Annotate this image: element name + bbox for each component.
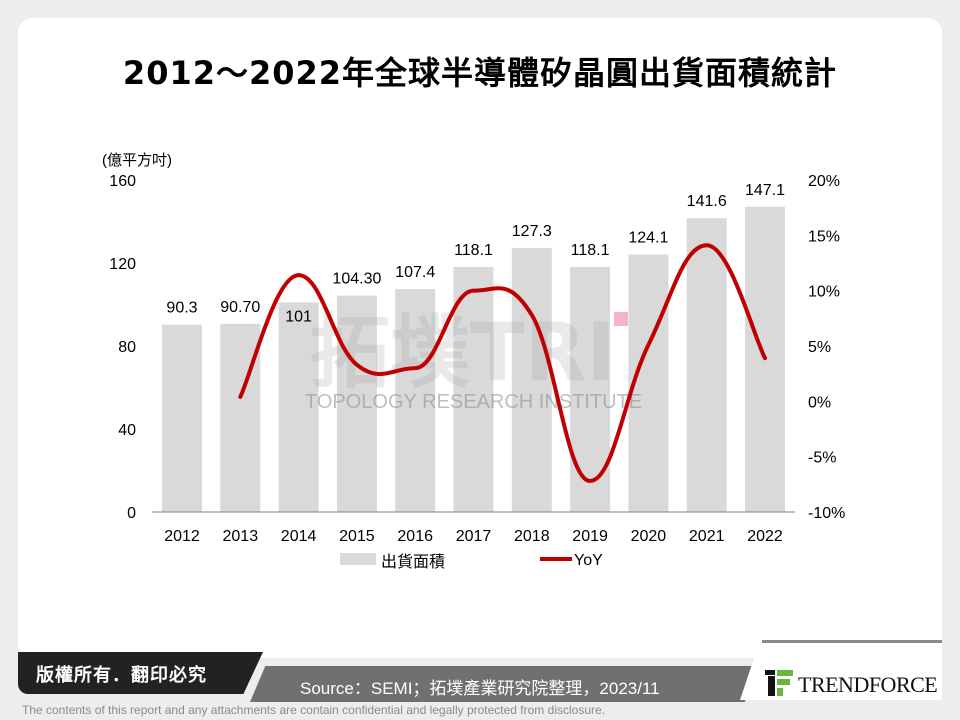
- legend-label-line: YoY: [574, 552, 603, 569]
- bar-2014: [278, 302, 319, 512]
- bar-2012: [162, 324, 202, 512]
- x-tick-2017: 2017: [456, 528, 492, 545]
- watermark: 拓墣TRI TOPOLOGY RESEARCH INSTITUTE: [305, 306, 642, 413]
- bar-label-2015: 104.30: [332, 271, 381, 288]
- bar-label-2022: 147.1: [745, 182, 785, 199]
- bar-label-2019: 118.1: [571, 242, 610, 259]
- source-banner: Source：SEMI；拓墣產業研究院整理，2023/11: [250, 666, 760, 702]
- right-y-tick--5%: -5%: [808, 450, 836, 467]
- disclaimer: The contents of this report and any atta…: [22, 703, 605, 717]
- yoy-line: [238, 243, 767, 484]
- legend-label-bar: 出貨面積: [381, 553, 445, 571]
- left-y-tick-120: 120: [109, 256, 136, 273]
- bar-2018: [511, 247, 552, 513]
- watermark-main: 拓墣TRI: [310, 306, 616, 399]
- right-y-tick--10%: -10%: [808, 505, 845, 522]
- x-tick-2021: 2021: [689, 528, 725, 545]
- left-axis-unit: (億平方吋): [102, 152, 172, 169]
- copyright-text: 版權所有．翻印必究: [36, 665, 207, 686]
- chart-title: 2012～2022年全球半導體矽晶圓出貨面積統計: [122, 54, 838, 92]
- x-tick-2016: 2016: [397, 528, 433, 545]
- bar-label-2014: 101: [285, 308, 312, 325]
- x-tick-2012: 2012: [164, 528, 200, 545]
- x-tick-2015: 2015: [339, 528, 375, 545]
- decorative-pink-square: [614, 312, 628, 326]
- bar-label-2018: 127.3: [512, 223, 552, 240]
- bar-label-2021: 141.6: [687, 193, 727, 210]
- bar-label-2013: 90.70: [220, 299, 260, 316]
- left-y-tick-0: 0: [127, 505, 136, 522]
- right-y-tick-10%: 10%: [808, 284, 840, 301]
- bar-2021: [686, 218, 727, 512]
- bar-label-2017: 118.1: [454, 242, 493, 259]
- bar-2015: [336, 295, 377, 512]
- right-y-tick-20%: 20%: [808, 173, 840, 190]
- left-y-tick-160: 160: [109, 173, 136, 190]
- right-y-tick-5%: 5%: [808, 339, 831, 356]
- trendforce-logo-text: TRENDFORCE: [798, 672, 938, 697]
- copyright-banner: 版權所有．翻印必究: [18, 652, 263, 694]
- legend: 出貨面積 YoY: [340, 552, 603, 571]
- watermark-sub: TOPOLOGY RESEARCH INSTITUTE: [305, 391, 642, 413]
- x-tick-2020: 2020: [631, 528, 667, 545]
- bar-label-2020: 124.1: [628, 229, 668, 246]
- x-tick-2018: 2018: [514, 528, 550, 545]
- bar-label-2012: 90.3: [166, 300, 197, 317]
- left-y-tick-40: 40: [118, 422, 136, 439]
- x-tick-2022: 2022: [747, 528, 783, 545]
- bar-2016: [395, 289, 436, 512]
- x-tick-2019: 2019: [572, 528, 608, 545]
- source-text: Source：SEMI；拓墣產業研究院整理，2023/11: [300, 679, 660, 698]
- legend-swatch-bar: [340, 553, 376, 565]
- trendforce-logo-icon: [765, 670, 793, 696]
- x-tick-2013: 2013: [223, 528, 259, 545]
- left-y-tick-80: 80: [118, 339, 136, 356]
- x-tick-2014: 2014: [281, 528, 317, 545]
- right-y-tick-0%: 0%: [808, 394, 831, 411]
- right-y-tick-15%: 15%: [808, 228, 840, 245]
- bar-2017: [453, 266, 494, 512]
- bar-label-2016: 107.4: [395, 264, 435, 281]
